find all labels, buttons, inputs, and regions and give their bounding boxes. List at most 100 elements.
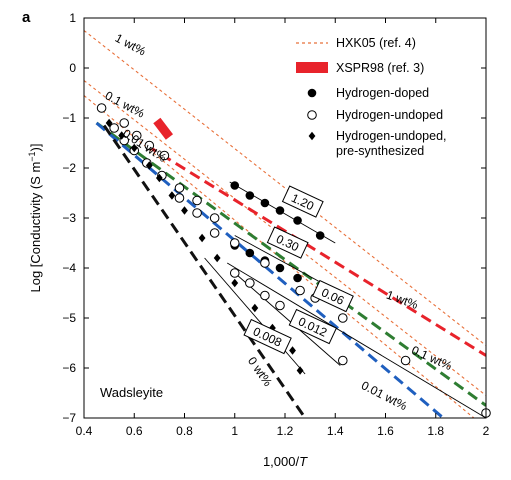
point-presynthesized: [198, 233, 206, 243]
x-axis-label-main: 1,000/: [263, 454, 300, 469]
point-presynthesized: [181, 206, 188, 215]
point-doped: [245, 248, 255, 258]
point-undoped: [192, 195, 202, 206]
legend-label-1: XSPR98 (ref. 3): [336, 61, 424, 75]
point-presynthesized: [251, 303, 259, 313]
x-tick-label: 0.6: [126, 424, 143, 438]
legend-symbol-doped: [307, 88, 317, 98]
point-undoped: [119, 118, 129, 128]
point-presynthesized: [155, 173, 163, 183]
point-undoped: [192, 208, 202, 218]
y-tick-label: −6: [62, 361, 76, 375]
point-presynthesized: [296, 366, 304, 375]
y-tick-label: −3: [62, 211, 76, 225]
point-undoped: [245, 278, 255, 288]
y-tick-label: −2: [62, 161, 76, 175]
x-tick-label: 0.8: [176, 424, 193, 438]
x-tick-label: 1.8: [427, 424, 444, 438]
point-presynthesized: [269, 323, 276, 333]
slope-box-frame: [281, 185, 324, 218]
legend-label-3: Hydrogen-undoped: [336, 108, 443, 122]
slope-box-frame: [266, 226, 309, 259]
hxk05-line-0: [84, 30, 486, 346]
point-undoped: [96, 103, 107, 113]
point-doped: [245, 191, 255, 200]
panel-label: a: [22, 9, 31, 26]
point-undoped: [131, 130, 142, 141]
point-undoped: [174, 193, 185, 203]
model-line-3: [102, 124, 307, 418]
point-presynthesized: [289, 346, 296, 355]
point-undoped: [275, 300, 285, 311]
fit-line-4: [204, 257, 306, 375]
point-doped: [275, 263, 285, 273]
point-undoped: [209, 213, 220, 223]
point-doped: [275, 206, 285, 215]
model-label-1: 0.1 wt%: [409, 343, 454, 373]
x-tick-label: 0.4: [76, 424, 93, 438]
point-undoped: [144, 140, 155, 151]
slope-box-0: 1.20: [281, 185, 324, 218]
slope-box-frame: [288, 308, 338, 345]
point-doped: [293, 273, 302, 283]
hxk05-line-1: [84, 80, 486, 396]
point-undoped: [260, 290, 270, 301]
y-axis-label-main: Log [Conductivity (S m: [28, 162, 43, 293]
x-axis-label: 1,000/T: [263, 454, 308, 469]
x-tick-label: 1.6: [377, 424, 394, 438]
y-axis-label-end: )]: [28, 144, 43, 152]
model-line-1: [95, 121, 486, 407]
fit-line-2: [226, 262, 486, 418]
y-tick-label: 0: [69, 61, 76, 75]
y-axis-label: Log [Conductivity (S m−1)]: [27, 144, 43, 293]
point-presynthesized: [168, 191, 176, 200]
region-label: Wadsleyite: [100, 385, 163, 400]
legend-label-0: HXK05 (ref. 4): [336, 36, 416, 50]
hxk05-label-0: 1 wt%: [113, 31, 149, 59]
point-undoped: [174, 183, 185, 193]
legend-label-2: Hydrogen-doped: [336, 86, 429, 100]
legend-symbol-undoped: [307, 110, 317, 120]
point-undoped: [337, 313, 348, 323]
point-doped: [230, 181, 240, 190]
legend-symbol-xspr98: [296, 62, 328, 73]
slope-box-frame: [312, 279, 354, 313]
point-presynthesized: [105, 118, 113, 128]
point-presynthesized: [118, 131, 126, 140]
x-tick-label: 1.2: [277, 424, 294, 438]
point-presynthesized: [213, 253, 221, 263]
point-undoped: [229, 268, 240, 278]
x-tick-label: 1: [231, 424, 238, 438]
model-label-3: 0 wt%: [245, 354, 275, 389]
model-label-0: 1 wt%: [384, 288, 420, 312]
y-tick-label: −1: [62, 111, 76, 125]
model-line-0: [146, 144, 486, 357]
hxk05-line-2: [84, 95, 475, 418]
legend-label-4: Hydrogen-undoped,: [336, 129, 447, 143]
point-presynthesized: [130, 143, 138, 153]
point-undoped: [209, 228, 220, 238]
model-line-2: [95, 121, 445, 418]
point-undoped: [159, 150, 170, 161]
point-presynthesized: [231, 278, 239, 288]
point-undoped: [229, 238, 240, 248]
legend: HXK05 (ref. 4) XSPR98 (ref. 3) Hydrogen-do…: [296, 36, 447, 158]
x-tick-label: 2: [483, 424, 490, 438]
x-tick-label: 1.4: [327, 424, 344, 438]
slope-box-4: 0.008: [243, 318, 292, 355]
point-doped: [293, 216, 302, 225]
point-undoped: [400, 355, 411, 366]
slope-box-1: 0.30: [266, 226, 309, 259]
axes-layer: 0.4 0.6 0.8 1 1.2 1.4 1.6 1.8 2 1 0 −1 −2 −3 −4 −5 −6 −7: [62, 11, 489, 438]
y-tick-label: −7: [62, 411, 76, 425]
y-axis-label-sup: −1: [27, 151, 37, 161]
y-tick-label: −5: [62, 311, 76, 325]
y-tick-label: −4: [62, 261, 76, 275]
point-doped: [260, 198, 270, 208]
lines-layer: [84, 30, 486, 418]
xspr98-bar: [153, 117, 174, 140]
point-undoped: [337, 355, 348, 366]
point-undoped: [295, 285, 305, 296]
legend-symbol-presynthesized: [308, 131, 316, 141]
